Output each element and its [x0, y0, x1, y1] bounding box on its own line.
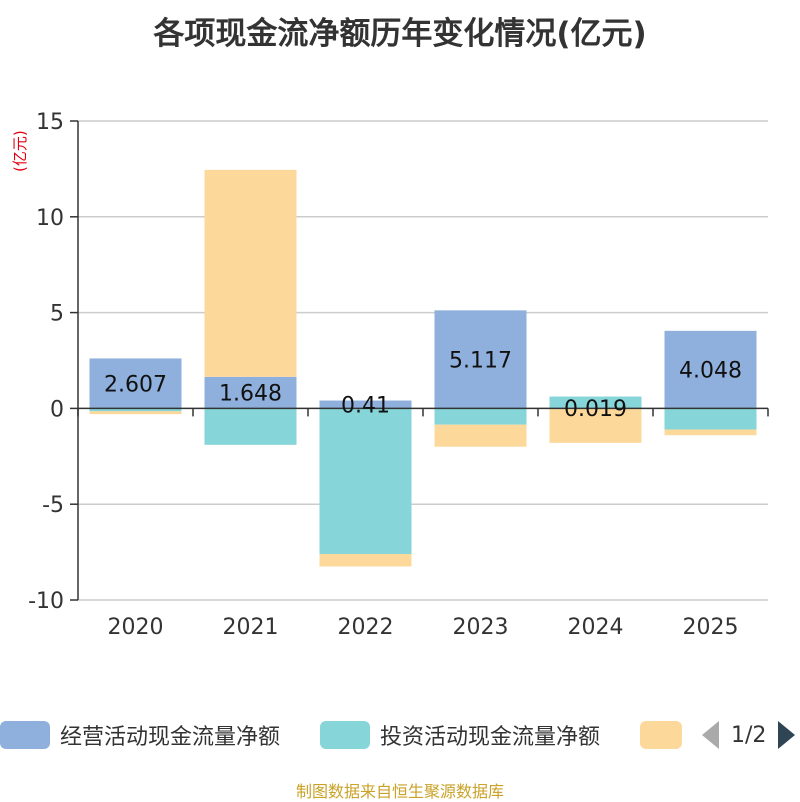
bar-2022-series-2: [319, 554, 412, 567]
y-tick-label: 15: [36, 110, 64, 135]
legend-swatch-financing: [640, 721, 682, 749]
bar-2025-series-1: [664, 408, 757, 430]
data-labels: 2.607 1.648 0.41 5.117 0.019 4.048: [104, 348, 742, 422]
bar-2021-series-1: [204, 408, 297, 445]
legend-pager: 1/2: [702, 720, 796, 750]
bar-2020-series-0: [89, 358, 182, 409]
bar-2022-series-1: [319, 408, 412, 555]
bar-2022-series-0: [319, 400, 412, 409]
bar-2024-series-2: [549, 408, 642, 443]
legend-next-arrow-icon[interactable]: [778, 721, 796, 749]
bar-2021-series-0: [204, 376, 297, 409]
bar-2021-series-2: [204, 169, 297, 377]
data-label: 0.41: [341, 393, 390, 418]
bar-2025-series-0: [664, 330, 757, 409]
legend-item-operating[interactable]: 经营活动现金流量净额: [0, 720, 280, 750]
y-tick-label: 5: [50, 302, 64, 327]
x-tick-label: 2022: [338, 615, 394, 640]
legend: 经营活动现金流量净额 投资活动现金流量净额 1/2: [0, 714, 800, 758]
chart-canvas: 15 10 5 0 -5 -10 2020 2021 2022 2023 2024 2025 2.60…: [28, 110, 769, 640]
x-tick-label: 2024: [568, 615, 624, 640]
data-label: 2.607: [104, 372, 167, 397]
bars: [89, 169, 757, 567]
bar-2023-series-2: [434, 424, 527, 447]
legend-swatch-operating: [0, 721, 50, 749]
y-tick-label: -5: [42, 493, 64, 518]
bar-2020-series-2: [89, 411, 182, 415]
bar-2023-series-0: [434, 310, 527, 409]
bar-2025-series-2: [664, 429, 757, 436]
y-tick-label: -10: [28, 589, 64, 614]
data-label: 0.019: [564, 397, 627, 422]
y-tick-label: 0: [50, 397, 64, 422]
legend-item-financing[interactable]: [640, 720, 682, 750]
legend-label-investing: 投资活动现金流量净额: [380, 725, 601, 750]
legend-swatch-investing: [320, 721, 370, 749]
legend-prev-arrow-icon[interactable]: [702, 721, 719, 749]
x-tick-label: 2020: [108, 615, 164, 640]
data-label: 4.048: [679, 359, 742, 384]
bar-2023-series-1: [434, 408, 527, 425]
y-tick-label: 10: [36, 206, 64, 231]
legend-label-operating: 经营活动现金流量净额: [60, 725, 281, 750]
data-label: 1.648: [219, 382, 282, 407]
axes: 15 10 5 0 -5 -10 2020 2021 2022 2023 2024 2025: [28, 110, 769, 640]
bar-2024-series-1: [549, 396, 642, 409]
data-label: 5.117: [449, 348, 512, 373]
data-source-note: 制图数据来自恒生聚源数据库: [295, 782, 504, 801]
x-tick-label: 2023: [453, 615, 509, 640]
x-tick-label: 2025: [683, 615, 739, 640]
legend-page-indicator: 1/2: [731, 722, 767, 748]
chart-title: 各项现金流净额历年变化情况(亿元): [153, 16, 647, 52]
grid-lines: [78, 120, 768, 601]
x-tick-label: 2021: [223, 615, 279, 640]
bar-2020-series-1: [89, 408, 182, 412]
legend-item-investing[interactable]: 投资活动现金流量净额: [320, 720, 600, 750]
